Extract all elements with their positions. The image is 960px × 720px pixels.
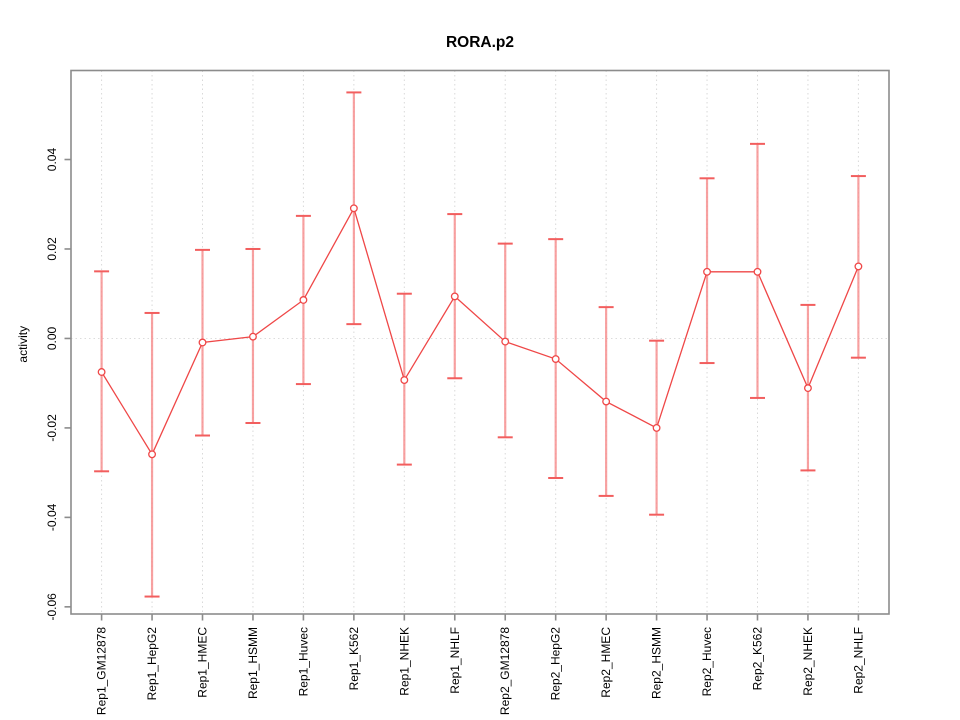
plot-frame <box>70 69 890 615</box>
data-point <box>652 423 661 432</box>
x-tick-label: Rep2_K562 <box>750 627 764 691</box>
x-tick-label: Rep2_HepG2 <box>549 627 563 701</box>
data-point <box>501 337 510 346</box>
x-tick-label: Rep2_NHLF <box>851 627 865 694</box>
data-point <box>753 267 762 276</box>
x-tick-label: Rep1_HepG2 <box>145 627 159 701</box>
x-tick-label: Rep2_HMEC <box>599 627 613 698</box>
x-tick-label: Rep1_GM12878 <box>95 627 109 715</box>
series-line <box>101 206 860 456</box>
x-tick-label: Rep2_NHEK <box>801 627 815 696</box>
y-tick-label: 0.02 <box>45 237 59 261</box>
x-tick-label: Rep1_K562 <box>347 627 361 691</box>
data-point <box>97 368 106 376</box>
x-tick-label: Rep1_NHLF <box>448 627 462 694</box>
data-point <box>803 384 812 393</box>
y-tick-label: 0.04 <box>45 148 59 172</box>
y-tick-label: 0.00 <box>45 326 59 350</box>
data-point <box>349 204 358 213</box>
data-point <box>249 332 257 341</box>
data-point <box>551 355 560 363</box>
data-point <box>450 292 459 301</box>
x-tick-label: Rep2_HSMM <box>650 627 664 699</box>
x-tick-label: Rep1_Huvec <box>296 627 310 696</box>
data-point <box>198 338 207 347</box>
x-tick-label: Rep2_Huvec <box>700 627 714 696</box>
data-point <box>602 397 611 406</box>
y-tick-label: -0.04 <box>45 503 59 531</box>
y-tick-label: -0.02 <box>45 414 59 442</box>
x-tick-label: Rep2_GM12878 <box>498 627 512 715</box>
data-point <box>703 267 711 276</box>
y-axis-label: activity <box>16 326 30 363</box>
x-tick-label: Rep1_HSMM <box>246 627 260 699</box>
data-point <box>299 296 308 304</box>
y-tick-label: -0.06 <box>45 593 59 621</box>
chart-title: RORA.p2 <box>446 34 514 51</box>
data-point <box>148 450 157 459</box>
data-point <box>400 376 409 384</box>
x-tick-label: Rep1_NHEK <box>397 627 411 696</box>
data-point <box>854 262 863 271</box>
x-tick-label: Rep1_HMEC <box>196 627 210 698</box>
